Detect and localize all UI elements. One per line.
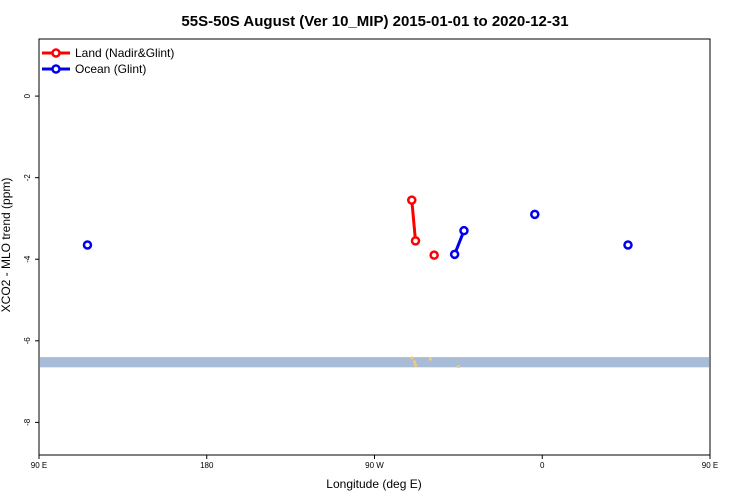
background-band	[40, 356, 709, 369]
series-land	[407, 195, 439, 260]
band-mark	[413, 363, 418, 367]
y-tick-label: -8	[23, 418, 32, 426]
legend-marker	[51, 48, 61, 58]
legend-label: Ocean (Glint)	[75, 62, 146, 76]
legend-label: Land (Nadir&Glint)	[75, 46, 174, 60]
band-mark	[412, 360, 417, 364]
x-tick-label: 90 E	[31, 461, 47, 470]
data-point	[429, 250, 439, 260]
x-axis-title: Longitude (deg E)	[326, 477, 421, 491]
y-tick-label: -6	[23, 337, 32, 345]
x-tick-label: 90 W	[365, 461, 384, 470]
x-tick-label: 180	[200, 461, 214, 470]
plot-frame	[38, 38, 711, 456]
data-point	[82, 240, 93, 250]
series-layer	[82, 195, 633, 260]
data-point	[623, 240, 633, 250]
y-tick-label: -4	[23, 255, 32, 263]
series-line	[410, 199, 417, 242]
background-band-rect	[40, 357, 709, 368]
x-tick-label: 0	[540, 461, 545, 470]
legend: Land (Nadir&Glint) Ocean (Glint)	[42, 46, 174, 76]
data-point	[407, 195, 417, 205]
series-ocean	[82, 209, 633, 260]
data-point	[449, 249, 460, 260]
x-axis: 90 E 180 90 W 0 90 E	[31, 455, 718, 470]
band-mark	[410, 356, 414, 360]
y-tick-label: -2	[23, 174, 32, 182]
band-mark	[428, 357, 433, 361]
data-point	[459, 225, 469, 236]
y-axis: 0 -2 -4 -6 -8	[23, 93, 39, 426]
x-tick-label: 90 E	[702, 461, 718, 470]
band-mark	[456, 364, 460, 369]
legend-marker	[51, 64, 61, 74]
y-tick-label: 0	[23, 93, 32, 98]
data-point	[410, 236, 421, 246]
data-point	[530, 209, 540, 220]
y-axis-title: XCO2 - MLO trend (ppm)	[0, 178, 13, 313]
chart-title: 55S-50S August (Ver 10_MIP) 2015-01-01 t…	[181, 13, 568, 30]
